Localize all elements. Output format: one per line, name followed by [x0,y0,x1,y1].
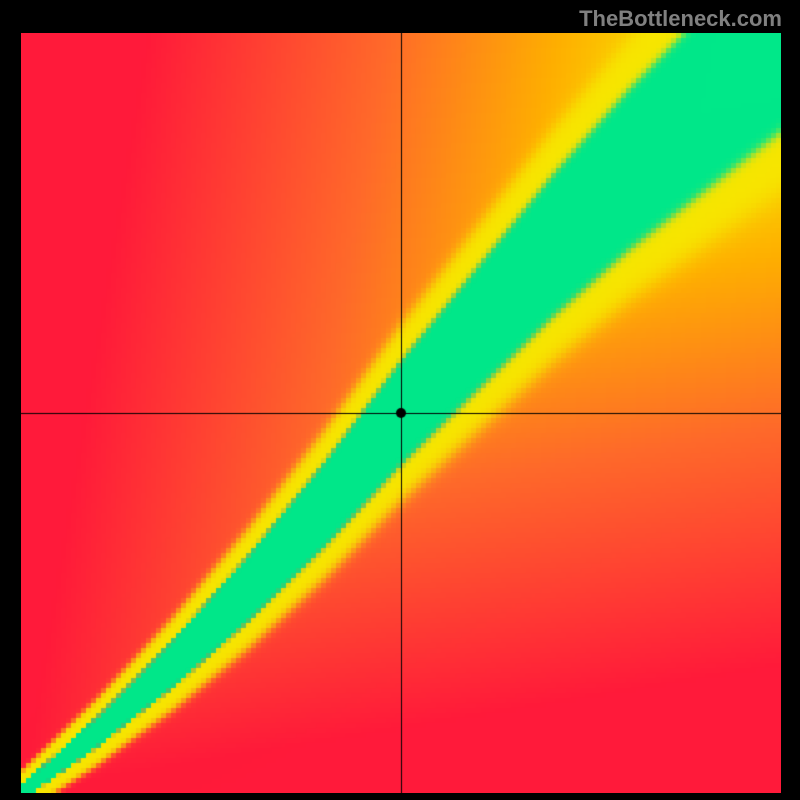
chart-container: TheBottleneck.com [0,0,800,800]
heatmap-canvas [21,33,781,793]
heatmap-plot [21,33,781,793]
watermark-text: TheBottleneck.com [579,6,782,32]
